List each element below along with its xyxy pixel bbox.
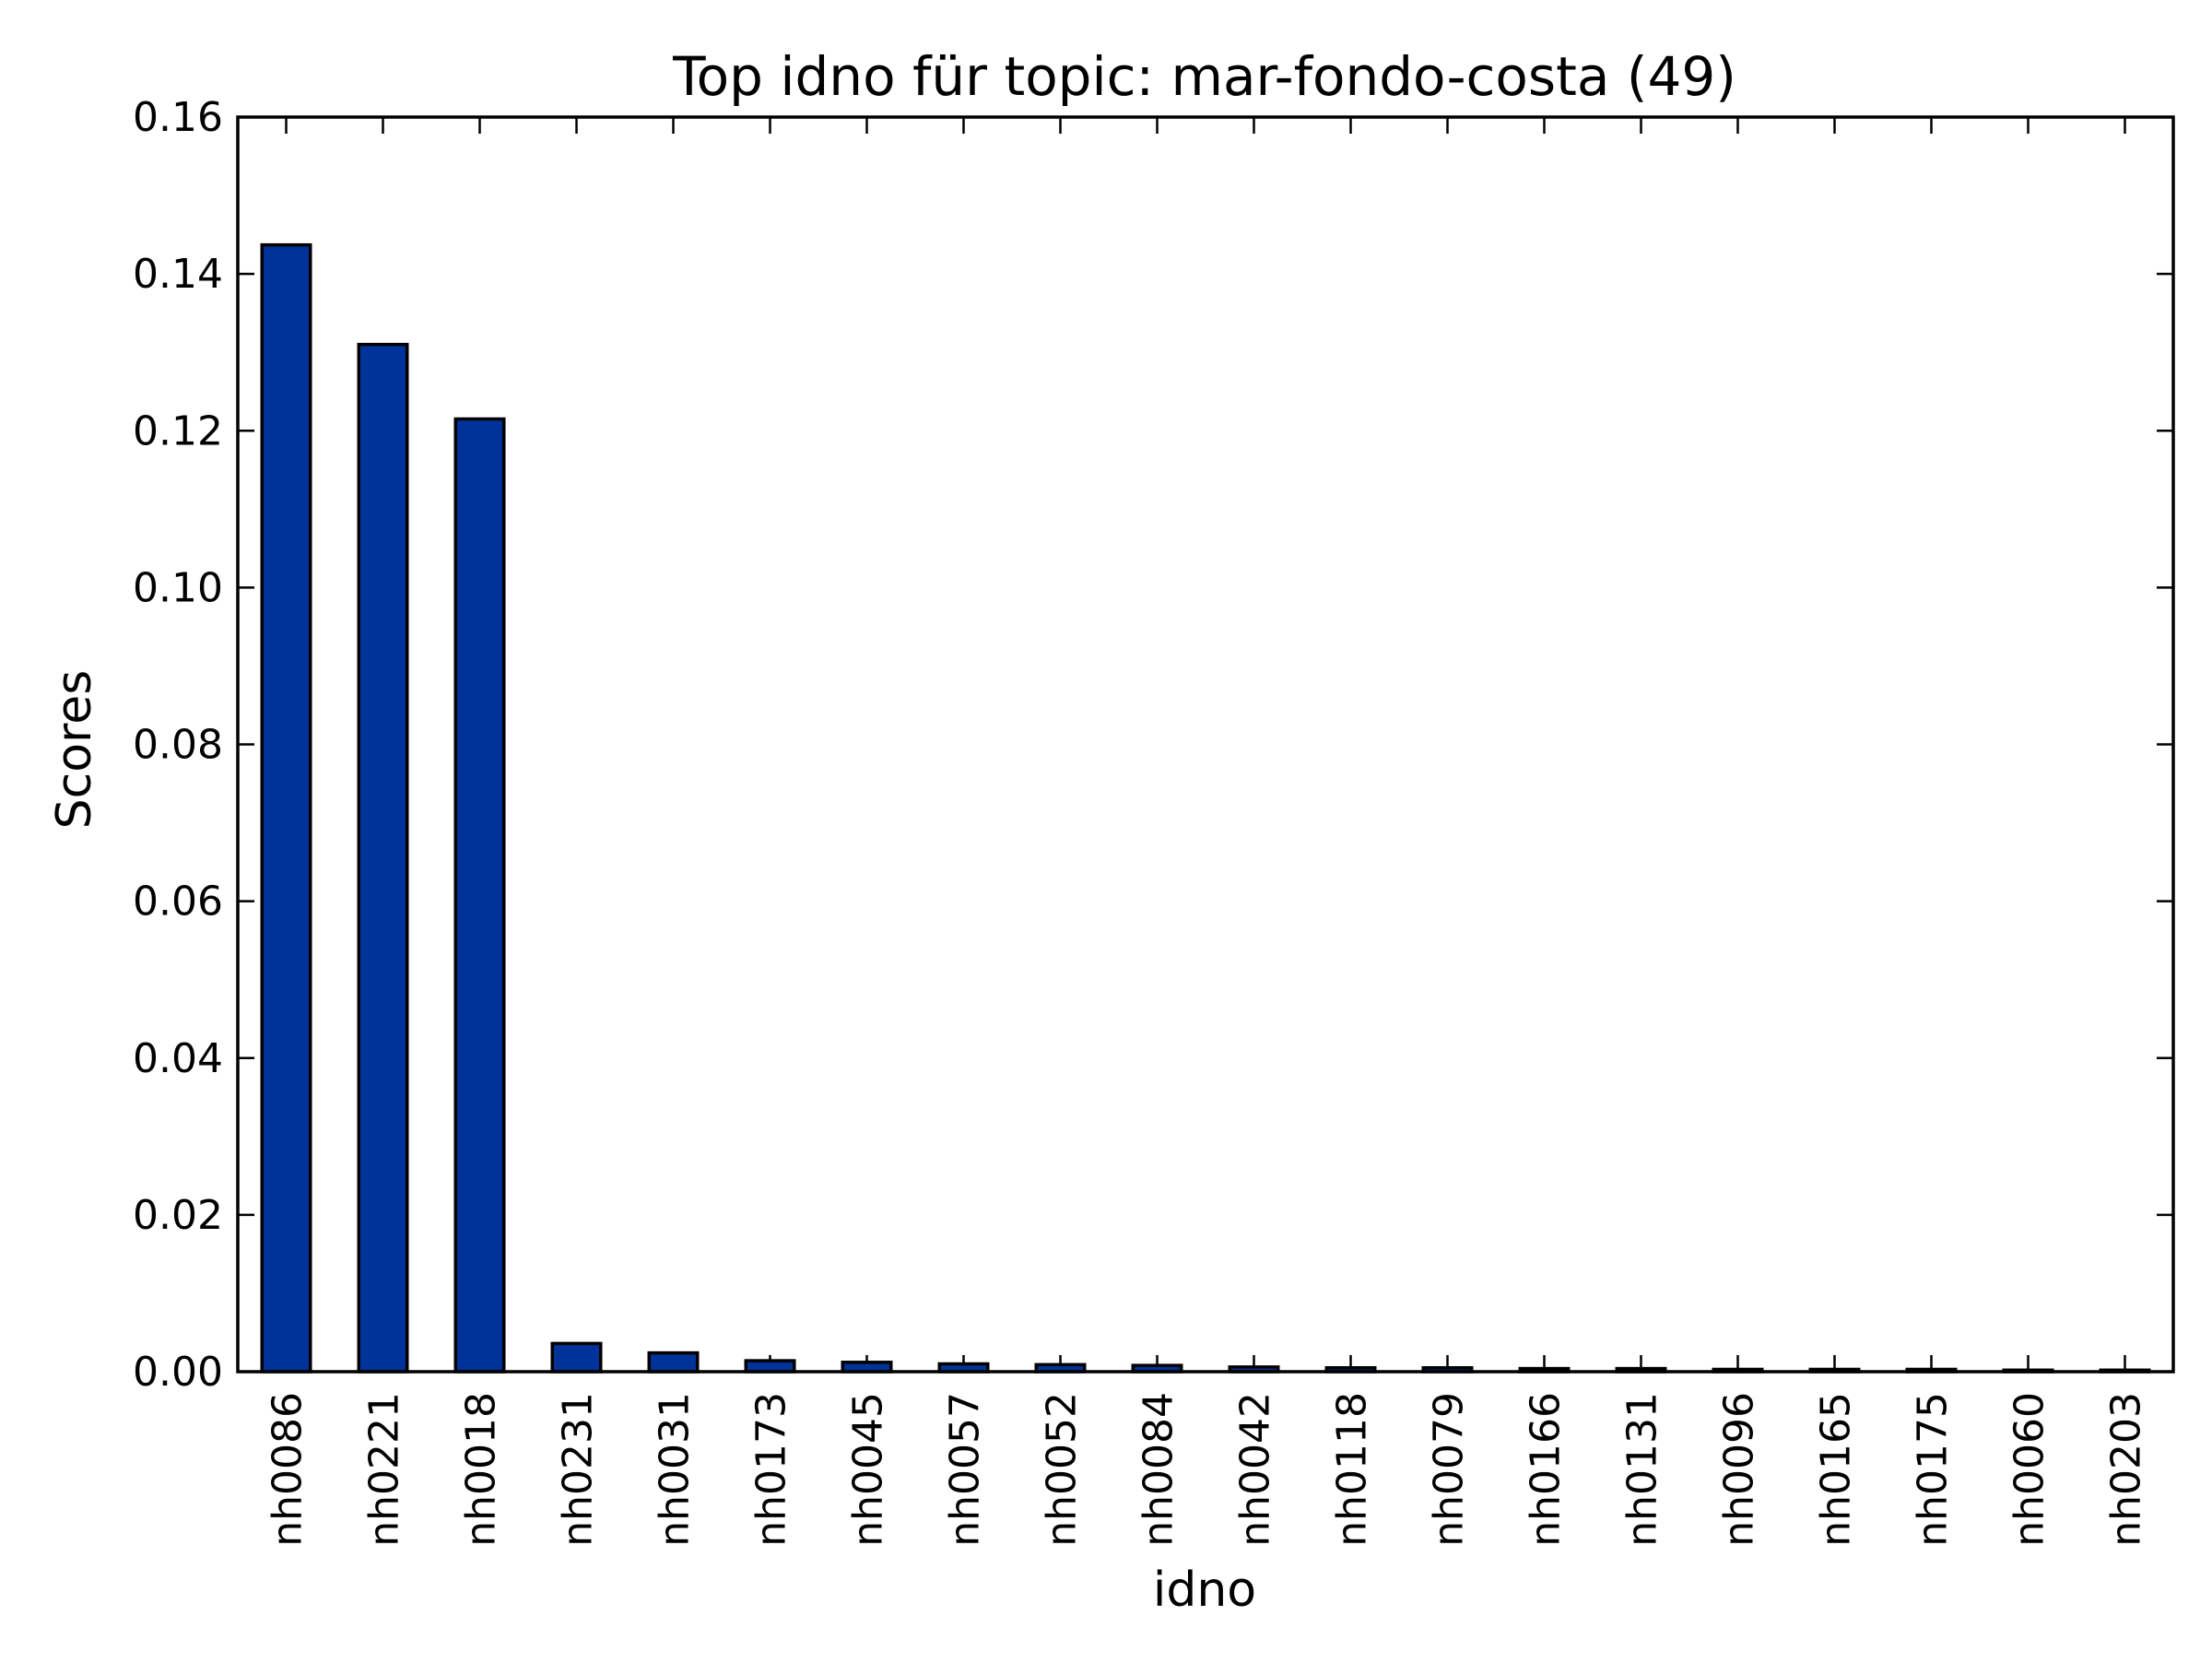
y-tick-label: 0.08: [133, 722, 223, 769]
bar-nh0221: [357, 342, 409, 1374]
x-tick-label: nh0096: [1716, 1392, 1763, 1547]
bar-series: [260, 242, 2151, 1374]
x-tick-label: nh0079: [1426, 1392, 1473, 1547]
y-axis: 0.00 0.02 0.04 0.06 0.08 0.10 0.12 0.14 0.16: [133, 94, 2173, 1396]
x-tick-label: nh0057: [942, 1392, 989, 1547]
plot-frame: [236, 115, 2175, 1374]
x-tick-label: nh0042: [1232, 1392, 1279, 1547]
bar-nh0086: [260, 242, 312, 1374]
y-tick-label: 0.10: [133, 564, 223, 611]
y-tick-label: 0.04: [133, 1035, 223, 1082]
x-axis: nh0086 nh0221 nh0018 nh0231 nh0031 nh0173 nh00…: [265, 117, 2150, 1547]
y-tick-label: 0.00: [133, 1349, 223, 1396]
bar-nh0031: [647, 1350, 700, 1374]
x-tick-label: nh0060: [2006, 1392, 2053, 1547]
x-tick-label: nh0045: [845, 1392, 892, 1547]
x-tick-label: nh0203: [2103, 1392, 2150, 1547]
y-tick-label: 0.02: [133, 1192, 223, 1239]
x-tick-label: nh0221: [361, 1392, 408, 1547]
x-tick-label: nh0131: [1619, 1392, 1666, 1547]
x-tick-label: nh0166: [1523, 1392, 1570, 1547]
bar-nh0231: [550, 1341, 603, 1374]
y-tick-label: 0.16: [133, 94, 223, 141]
y-tick-label: 0.06: [133, 879, 223, 926]
y-axis-label: Scores: [47, 670, 102, 830]
x-tick-label: nh0052: [1039, 1392, 1086, 1547]
x-tick-label: nh0018: [458, 1392, 505, 1547]
x-tick-label: nh0165: [1813, 1392, 1860, 1547]
x-tick-label: nh0231: [555, 1392, 602, 1547]
x-tick-label: nh0175: [1910, 1392, 1957, 1547]
y-tick-label: 0.12: [133, 407, 223, 454]
y-tick-label: 0.14: [133, 251, 223, 298]
x-tick-label: nh0086: [265, 1392, 312, 1547]
bar-nh0173: [744, 1359, 796, 1374]
chart-title: Top idno für topic: mar-fondo-costa (49): [672, 45, 1736, 108]
x-tick-label: nh0084: [1135, 1392, 1182, 1547]
x-axis-label: idno: [1153, 1563, 1256, 1618]
bar-nh0018: [453, 417, 506, 1374]
x-tick-label: nh0118: [1329, 1392, 1376, 1547]
x-tick-label: nh0173: [748, 1392, 795, 1547]
x-tick-label: nh0031: [652, 1392, 699, 1547]
